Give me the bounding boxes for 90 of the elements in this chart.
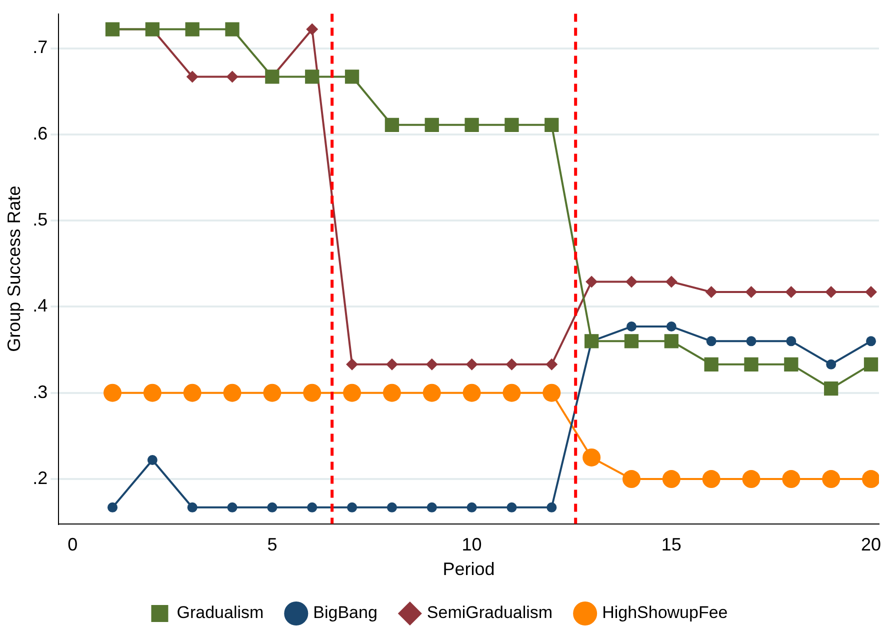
point [464,118,479,132]
point [822,470,840,488]
point [626,322,636,332]
point [422,384,441,402]
point [346,358,358,370]
point [183,384,202,402]
point [147,455,158,466]
x-tick-label: 15 [661,534,682,555]
point [187,502,198,512]
x-tick-label: 0 [68,534,78,555]
point [227,502,238,512]
point [462,384,481,402]
y-tick-label: .3 [32,382,48,402]
point [544,118,559,132]
point [343,384,362,402]
point [824,381,838,396]
point [825,286,838,298]
point [104,384,122,402]
point [782,470,800,488]
point [143,384,162,402]
point [746,336,756,346]
point [506,358,518,370]
x-tick-label: 20 [861,534,882,555]
x-tick-label: 10 [462,534,482,555]
point [267,502,278,512]
point [785,286,798,298]
point [582,448,601,466]
point [665,276,678,288]
point [226,70,238,83]
point [426,502,437,512]
point [263,384,282,402]
legend-label: HighShowupFee [602,603,728,622]
y-tick-label: .5 [32,210,48,230]
point [704,357,718,372]
point [742,470,760,488]
point [622,470,640,488]
point [506,502,517,512]
legend-label: BigBang [313,603,378,622]
point [664,334,678,348]
point [386,502,397,512]
point [108,502,118,512]
point [865,286,878,298]
point [662,470,680,488]
y-tick-label: .6 [32,123,48,144]
point [702,470,720,488]
point [864,357,878,372]
point [225,22,240,36]
point [426,358,438,370]
point [305,70,320,84]
y-tick-label: .4 [32,296,48,316]
point [466,358,478,370]
point [186,70,198,83]
point [386,358,398,370]
point [625,276,638,288]
point [586,276,598,288]
point [223,384,242,402]
x-axis-title: Period [442,559,495,580]
point [786,336,796,346]
point [546,502,557,512]
legend-label: SemiGradualism [426,603,553,622]
point [303,384,322,402]
point [705,286,718,298]
point [706,336,716,346]
point [502,384,521,402]
point [306,23,318,36]
point [546,358,558,370]
point [784,357,798,372]
point [862,470,879,488]
x-tick-label: 5 [267,534,278,555]
point [382,384,401,402]
point [185,22,200,36]
y-tick-label: .7 [32,37,48,58]
y-tick-label: .2 [32,468,48,488]
point [424,118,439,132]
point [866,336,876,346]
point [347,502,358,512]
point [466,502,477,512]
legend-label: Gradualism [176,603,264,622]
point [344,70,360,84]
point [745,286,758,298]
point [584,334,599,348]
point [826,359,836,370]
point [666,322,676,332]
point [307,502,318,512]
y-axis-title: Group Success Rate [4,186,24,352]
point [504,118,519,132]
point [542,384,561,402]
point [384,118,400,132]
point [624,334,639,348]
point [744,357,758,372]
